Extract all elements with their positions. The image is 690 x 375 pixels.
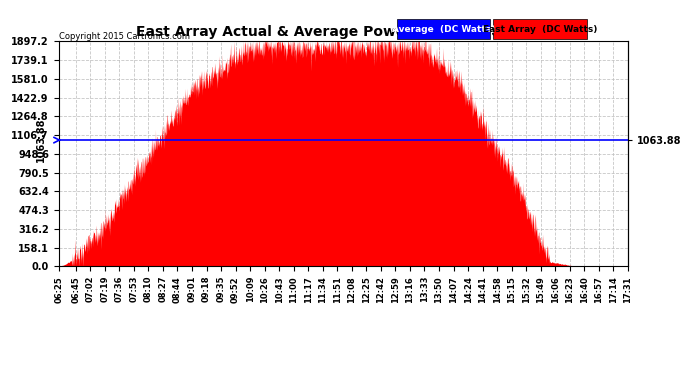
Text: Copyright 2015 Cartronics.com: Copyright 2015 Cartronics.com — [59, 32, 190, 41]
Text: East Array  (DC Watts): East Array (DC Watts) — [483, 25, 597, 34]
Title: East Array Actual & Average Power Sat Feb 28 17:42: East Array Actual & Average Power Sat Fe… — [136, 25, 551, 39]
Text: 1063.88: 1063.88 — [36, 118, 46, 162]
Text: Average  (DC Watts): Average (DC Watts) — [392, 25, 495, 34]
